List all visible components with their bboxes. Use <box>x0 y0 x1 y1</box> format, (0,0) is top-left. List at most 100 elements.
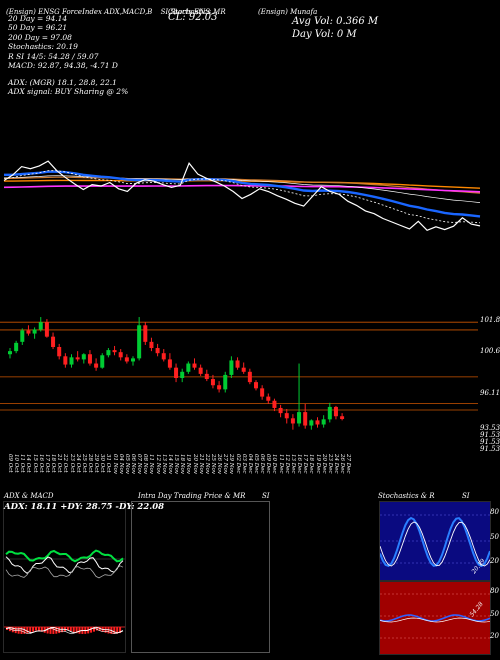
candle-body <box>155 348 160 354</box>
header-line: (Ensign) ENSG ForceIndex ADX,MACD,B SI,S… <box>6 8 226 16</box>
macd-bar <box>20 627 23 634</box>
candle-body <box>32 329 37 334</box>
macd-histogram <box>4 626 125 635</box>
ema-block: 20 Day = 94.14 50 Day = 96.21 200 Day = … <box>8 14 118 70</box>
macd-bar <box>26 627 29 634</box>
adx-lines <box>4 549 125 579</box>
date-tick: 11 Nov <box>148 454 155 474</box>
candle-body <box>44 322 49 337</box>
macd-bar <box>93 627 95 632</box>
stoch-k-line <box>380 516 490 568</box>
macd-bar <box>75 627 78 634</box>
candle-body <box>26 330 31 334</box>
macd-bar <box>14 627 17 634</box>
ema20-line <box>4 170 481 218</box>
macd-bar <box>49 627 52 634</box>
candle-body <box>57 347 62 357</box>
stoch-level-label: 80 <box>490 508 499 516</box>
date-tick: 11 Dec <box>277 454 284 474</box>
macd-bar <box>66 627 69 631</box>
price-level-label: 93.53 <box>480 424 500 432</box>
date-tick: 17 Oct <box>43 454 50 473</box>
close-price: CL: 92.03 <box>168 12 218 23</box>
macd-bar <box>113 627 116 634</box>
price-level-label: 91.53 <box>480 431 500 439</box>
candle-body <box>20 330 25 342</box>
date-tick: 29 Nov <box>228 454 235 474</box>
macd-bar <box>52 627 55 634</box>
ema50-text: 50 Day = 96.21 <box>8 23 68 33</box>
candle-body <box>217 385 222 390</box>
stoch-level-label: 50 <box>490 533 499 541</box>
candle-body <box>297 412 302 424</box>
price-level-label: 91.53 <box>480 445 500 453</box>
intraday-panel <box>131 501 270 653</box>
header-line3: (Ensign) Munafa <box>258 8 318 16</box>
macd-bar <box>119 627 122 634</box>
date-tick: 12 Dec <box>283 454 290 474</box>
macd-bar <box>43 627 46 633</box>
candle-body <box>14 342 19 352</box>
macd-bar <box>46 627 49 634</box>
adx-minus-line <box>5 556 124 574</box>
candle-body <box>260 388 265 397</box>
date-tick: 25 Oct <box>80 454 87 473</box>
adx-signal-text: ADX signal: BUY Sharing @ 2% <box>8 87 129 97</box>
candle-body <box>333 406 338 417</box>
candle-body <box>63 356 68 365</box>
candle-body <box>69 357 74 365</box>
candle-body <box>210 379 215 386</box>
adx-macd-svg <box>4 549 125 635</box>
macd-bar <box>72 627 75 633</box>
price-level-label: 91.53 <box>480 438 500 446</box>
date-tick: 20 Dec <box>320 454 327 474</box>
candle-body <box>284 413 289 419</box>
main-price-chart <box>0 160 481 430</box>
candlestick-layer <box>8 317 345 430</box>
macd-bar <box>32 627 35 632</box>
date-tick: 19 Nov <box>185 454 192 474</box>
candle-body <box>87 354 92 364</box>
candle-body <box>247 371 252 383</box>
avg-volume: Avg Vol: 0.366 M <box>292 16 379 27</box>
intraday-panel-si: SI <box>262 492 270 500</box>
close-line <box>3 160 481 232</box>
macd-bar <box>40 627 43 632</box>
macd-bar <box>23 627 26 634</box>
date-tick: 21 Nov <box>197 454 204 474</box>
date-tick: 22 Nov <box>203 454 210 474</box>
date-tick: 19 Dec <box>314 454 321 474</box>
date-tick: 14 Oct <box>25 454 32 473</box>
adx-macd-panel: ADX: 18.11 +DY: 28.75 -DY: 22.08 <box>3 501 164 653</box>
rsi-text: R SI 14/5: 54.28 / 59.07 <box>8 51 99 61</box>
candle-body <box>278 407 283 414</box>
candle-body <box>254 382 258 389</box>
candle-body <box>180 371 185 378</box>
candle-body <box>131 358 135 362</box>
moving-average-layer <box>3 160 481 232</box>
rsi-panel <box>379 581 491 655</box>
date-tick: 15 Oct <box>31 454 38 473</box>
candle-body <box>327 406 332 420</box>
date-tick: 31 Oct <box>105 454 112 473</box>
adx-plus-line <box>5 549 124 563</box>
ema100-line <box>4 176 481 194</box>
candle-body <box>315 420 320 425</box>
candle-body <box>198 367 203 374</box>
adx-values: ADX: 18.11 +DY: 28.75 -DY: 22.08 <box>4 502 165 512</box>
macd-text: MACD: 92.87, 94.38, -4.71 D <box>8 61 118 71</box>
macd-bar <box>78 627 81 634</box>
date-tick: 01 Nov <box>111 454 118 474</box>
candle-body <box>309 420 314 426</box>
ema200-line <box>4 179 481 189</box>
date-tick: 04 Nov <box>117 454 124 474</box>
candle-body <box>266 396 271 401</box>
candle-body <box>272 400 277 408</box>
date-tick: 16 Oct <box>37 454 44 473</box>
date-tick: 18 Dec <box>308 454 315 474</box>
macd-bar <box>116 627 119 634</box>
candle-body <box>51 336 56 347</box>
date-tick: 03 Dec <box>240 454 247 474</box>
stoch-panel-si: SI <box>462 492 470 500</box>
macd-bar <box>107 627 110 634</box>
